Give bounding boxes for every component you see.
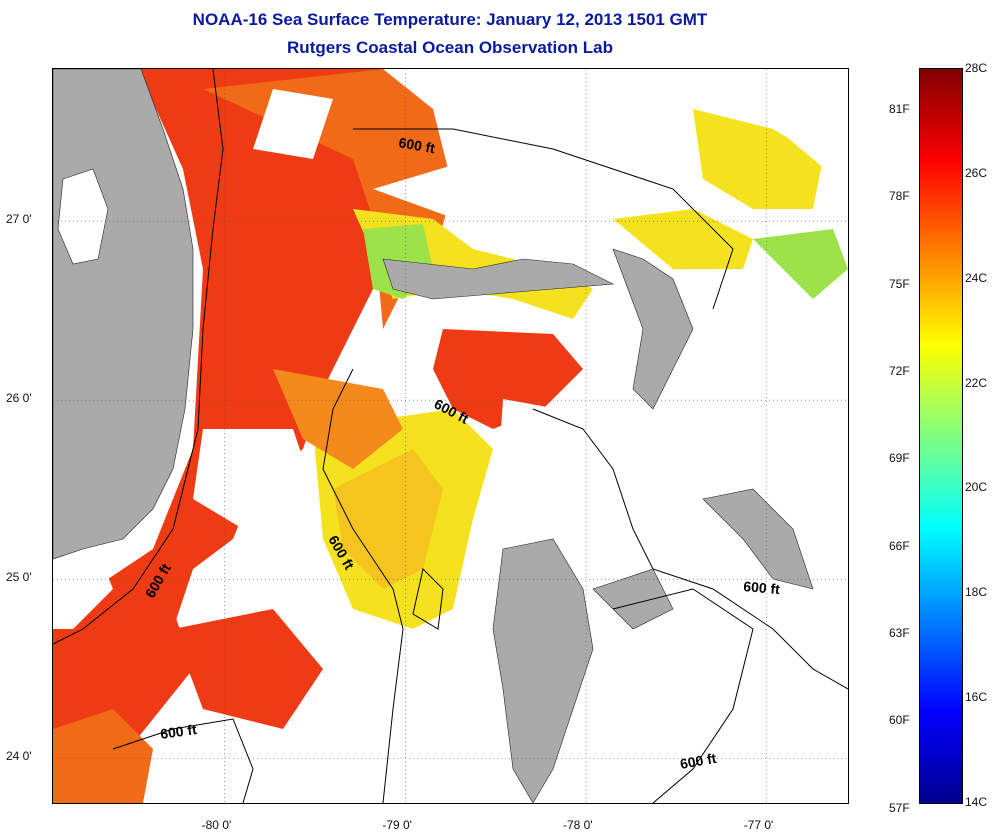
isobath-label: 600 ft (743, 578, 781, 597)
colorbar-celsius-label: 26C (965, 165, 988, 180)
colorbar-celsius-label: 14C (965, 795, 988, 809)
colorbar-fahrenheit-label: 78F (889, 189, 910, 204)
temperature-colorbar (919, 68, 963, 804)
andros-island (492, 538, 594, 803)
isobath-label: 600 ft (679, 750, 718, 772)
grand-bahama (382, 258, 615, 300)
land (53, 69, 814, 803)
lat-tick-label: 24 0' (6, 749, 32, 764)
sst-map[interactable]: 600 ft 600 ft 600 ft 600 ft 600 ft 600 f… (52, 68, 849, 804)
isobath-label: 600 ft (397, 134, 436, 156)
lon-tick-label: -77 0' (743, 818, 774, 832)
lon-tick-label: -80 0' (201, 818, 232, 832)
great-abaco (612, 248, 694, 410)
map-title: NOAA-16 Sea Surface Temperature: January… (192, 10, 708, 29)
colorbar-celsius-label: 24C (965, 270, 988, 285)
lon-tick-label: -79 0' (382, 818, 412, 832)
exuma-cays (592, 568, 674, 630)
sst-map-canvas: 600 ft 600 ft 600 ft 600 ft 600 ft 600 f… (53, 69, 848, 803)
colorbar-fahrenheit-label: 81F (889, 101, 910, 116)
colorbar-celsius-label: 22C (965, 375, 988, 390)
graticule (53, 69, 848, 803)
colorbar-fahrenheit-label: 66F (889, 538, 910, 553)
colorbar-fahrenheit-label: 60F (889, 713, 910, 728)
colorbar-fahrenheit-label: 57F (889, 800, 910, 815)
lat-tick-label: 27 0' (6, 212, 32, 227)
colorbar-fahrenheit-label: 69F (889, 451, 910, 466)
colorbar-fahrenheit-label: 75F (889, 276, 910, 291)
colorbar-celsius-label: 28C (965, 61, 988, 75)
colorbar-celsius-label: 16C (965, 690, 988, 705)
map-subtitle: Rutgers Coastal Ocean Observation Lab (287, 38, 613, 57)
eleuthera (702, 488, 814, 590)
colorbar-celsius-label: 20C (965, 480, 988, 495)
isobath-600ft (53, 69, 848, 803)
lon-tick-label: -78 0' (563, 818, 593, 832)
temperature-field (53, 69, 848, 803)
colorbar-celsius-label: 18C (965, 585, 988, 600)
isobath-label: 600 ft (159, 721, 198, 742)
lat-tick-label: 25 0' (6, 570, 32, 585)
lake-okeechobee (57, 168, 109, 265)
lat-tick-label: 26 0' (6, 391, 32, 406)
colorbar-fahrenheit-label: 63F (889, 626, 910, 641)
colorbar-fahrenheit-label: 72F (889, 363, 910, 378)
